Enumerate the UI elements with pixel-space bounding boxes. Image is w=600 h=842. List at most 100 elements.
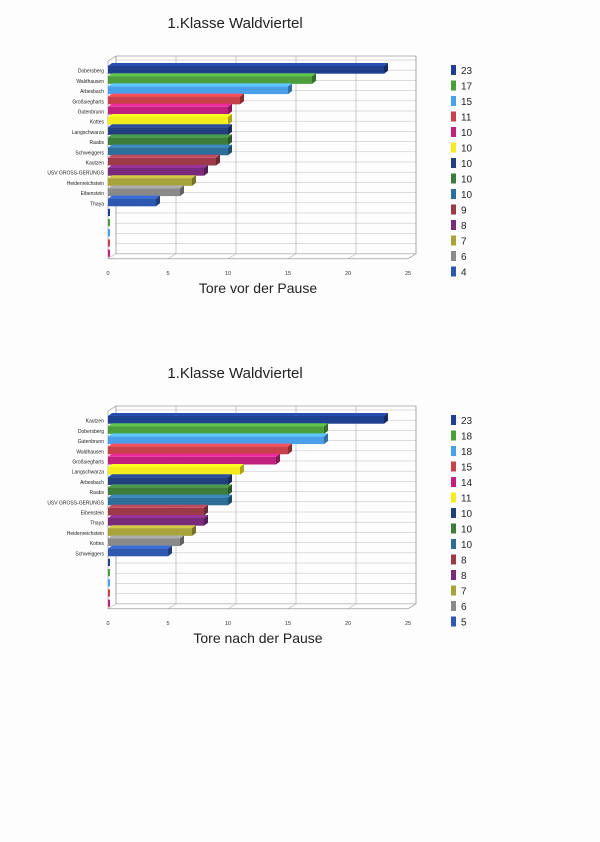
- bar: [108, 416, 384, 424]
- bar-top: [108, 464, 244, 467]
- legend-swatch: [451, 415, 456, 425]
- legend-label: 9: [461, 206, 467, 217]
- legend-swatch: [451, 601, 456, 611]
- category-label: Dobersberg: [78, 69, 104, 75]
- legend-label: 6: [461, 252, 467, 263]
- bar-top: [108, 515, 208, 518]
- bar-side: [216, 154, 220, 166]
- category-label: Raabs: [90, 140, 105, 146]
- legend-label: 7: [461, 237, 467, 248]
- bar-side: [204, 515, 208, 526]
- legend-label: 11: [461, 494, 472, 505]
- bar-side: [384, 413, 388, 424]
- legend-swatch: [451, 204, 456, 215]
- chart-title: 1.Klasse Waldviertel: [167, 15, 302, 32]
- x-tick-label: 15: [285, 271, 291, 277]
- category-label: Kottes: [90, 120, 105, 126]
- x-tick-label: 5: [166, 621, 169, 627]
- legend-label: 5: [461, 618, 467, 629]
- bar-side: [192, 175, 196, 186]
- bar: [108, 548, 168, 557]
- gridline-floor: [107, 253, 117, 260]
- bar-top: [108, 103, 232, 107]
- bar-top: [108, 195, 160, 199]
- bar: [108, 76, 312, 84]
- legend-label: 10: [461, 128, 473, 139]
- empty-bar-stub: [108, 208, 110, 216]
- bar-side: [228, 114, 232, 125]
- legend-label: 23: [461, 66, 473, 77]
- bar-side: [276, 453, 280, 465]
- legend-label: 11: [461, 113, 472, 124]
- legend-label: 10: [461, 525, 473, 536]
- category-label: Gutenbrunn: [78, 439, 105, 445]
- legend-swatch: [451, 127, 456, 137]
- bar: [108, 487, 228, 496]
- legend-swatch: [451, 65, 456, 75]
- category-label: Großsiegharts: [72, 99, 104, 105]
- x-tick-label: 10: [225, 271, 231, 277]
- bar-side: [228, 134, 232, 146]
- bar-side: [204, 165, 208, 176]
- bar: [108, 528, 192, 536]
- bar: [108, 137, 228, 146]
- category-label: Gutenbrunn: [78, 110, 105, 116]
- legend-label: 6: [461, 602, 467, 613]
- legend-swatch: [451, 142, 456, 153]
- category-label: Heidenreichstein: [67, 181, 104, 187]
- category-label: USV GROSS-GERUNGS: [47, 171, 104, 177]
- x-tick-label: 25: [405, 621, 411, 627]
- legend-swatch: [451, 235, 456, 246]
- category-label: Eibenstein: [81, 511, 105, 517]
- legend-swatch: [451, 446, 456, 456]
- bar-side: [240, 464, 244, 475]
- legend-label: 8: [461, 556, 467, 567]
- bar: [108, 477, 228, 485]
- bar-side: [324, 433, 328, 445]
- bar-side: [240, 93, 244, 105]
- bar: [108, 147, 228, 156]
- x-tick-label: 20: [345, 271, 351, 277]
- bar: [108, 96, 240, 105]
- bar-top: [108, 453, 280, 457]
- legend-label: 15: [461, 97, 473, 108]
- category-label: Langschwarza: [72, 130, 104, 136]
- legend-swatch: [451, 616, 456, 627]
- legend-swatch: [451, 220, 456, 230]
- bar: [108, 198, 156, 207]
- category-label: Eibenstein: [81, 191, 105, 197]
- bar: [108, 436, 324, 445]
- legend-swatch: [451, 266, 456, 277]
- bar-top: [108, 83, 292, 87]
- chart-title: 1.Klasse Waldviertel: [167, 365, 302, 382]
- gridline-floor: [287, 603, 297, 610]
- bar: [108, 168, 204, 176]
- category-label: Arbesbach: [80, 480, 104, 486]
- bar: [108, 117, 228, 125]
- bar-side: [180, 535, 184, 547]
- legend-swatch: [451, 80, 456, 91]
- x-tick-label: 0: [106, 271, 109, 277]
- x-axis-title: Tore vor der Pause: [199, 280, 317, 296]
- bar-top: [108, 413, 388, 416]
- empty-bar-stub: [108, 589, 110, 597]
- category-label: Waldhausen: [76, 79, 104, 85]
- legend-label: 10: [461, 144, 473, 155]
- category-label: Thaya: [90, 201, 104, 207]
- bar-side: [324, 423, 328, 434]
- gridline-floor: [107, 603, 117, 610]
- legend-swatch: [451, 492, 456, 503]
- bar: [108, 507, 204, 516]
- legend-label: 8: [461, 221, 467, 232]
- bar-top: [108, 124, 232, 128]
- legend-swatch: [451, 508, 456, 518]
- x-tick-label: 5: [166, 271, 169, 277]
- bar-side: [204, 504, 208, 516]
- gridline-floor: [227, 253, 237, 260]
- x-tick-label: 10: [225, 621, 231, 627]
- legend-swatch: [451, 477, 456, 487]
- category-label: Schweiggers: [75, 551, 104, 557]
- legend-label: 18: [461, 432, 473, 443]
- bar-side: [168, 545, 172, 557]
